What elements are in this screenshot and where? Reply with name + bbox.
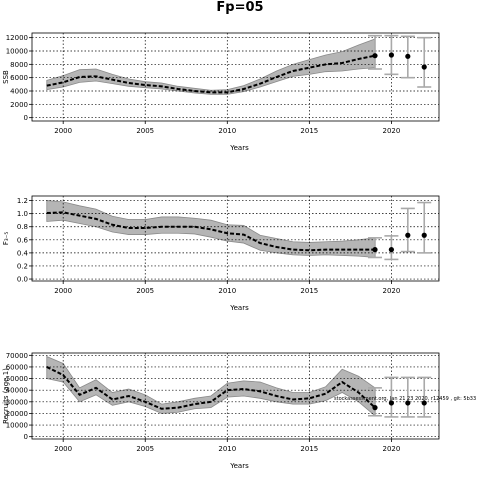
y-tick-label: 0.4: [17, 249, 29, 257]
chart-panel-3: 2000 2005 2010 2015 2020 0 10000 20000 30000 4000…: [2, 352, 476, 470]
x-tick-label: 2005: [136, 445, 154, 453]
x-tick-label: 2000: [54, 445, 72, 453]
y-tick-label: 10000: [6, 48, 28, 56]
x-tick-label: 2020: [382, 127, 400, 135]
forecast-point: [421, 400, 427, 406]
axes-frame: [31, 195, 440, 282]
chart-panel-1: 2000 2005 2010 2015 2020 0 2000 4000 6000 8000 100…: [2, 32, 440, 152]
y-axis-label: Recruits (age 1): [2, 368, 10, 424]
x-tick-label: 2015: [300, 287, 318, 295]
y-tick-label: 4000: [10, 88, 28, 96]
estimate-line: [46, 211, 375, 252]
x-tick-label: 2010: [218, 445, 236, 453]
y-tick-label: 12000: [6, 34, 28, 42]
y-tick-label: 40000: [6, 387, 28, 395]
x-tick-label: 2005: [136, 287, 154, 295]
forecast-point: [372, 53, 378, 59]
y-tick-label: 0: [24, 114, 28, 122]
y-tick-label: 30000: [6, 398, 28, 406]
forecast-point: [405, 53, 411, 59]
x-tick-label: 2015: [300, 445, 318, 453]
chart-panel-2: 2000 2005 2010 2015 2020 0.0 0.2 0.4 0.6 0.8 1.0 1.…: [2, 195, 440, 312]
x-axis-label: Years: [229, 304, 249, 312]
axes-frame: [31, 352, 440, 440]
forecast-point: [421, 232, 427, 238]
axes-frame: [31, 32, 440, 122]
y-tick-label: 0.6: [17, 236, 29, 244]
y-tick-label: 0.2: [17, 262, 28, 270]
confidence-band: [46, 355, 376, 417]
forecast-point: [372, 247, 378, 253]
y-tick-label: 0.8: [17, 223, 28, 231]
y-tick-label: 70000: [6, 352, 28, 360]
x-tick-label: 2000: [54, 287, 72, 295]
forecast-point: [372, 405, 378, 411]
x-tick-label: 2010: [218, 127, 236, 135]
y-tick-label: 50000: [6, 375, 28, 383]
forecast-point: [421, 64, 427, 70]
y-tick-label: 2000: [10, 101, 28, 109]
forecast-point: [388, 247, 395, 253]
x-tick-label: 2020: [382, 287, 400, 295]
y-tick-label: 20000: [6, 410, 28, 418]
x-tick-label: 2005: [136, 127, 154, 135]
confidence-band: [46, 38, 376, 95]
y-axis-label: SSB: [2, 70, 10, 84]
estimate-line: [46, 366, 376, 410]
forecast-point: [405, 400, 411, 406]
stamp-annotation: stockassessment.org, Jan 21 23 2020, r12…: [334, 396, 476, 402]
y-axis-label: F₃₋₅: [2, 232, 10, 246]
figure-title: Fp=05: [216, 0, 264, 15]
y-tick-label: 0.0: [17, 276, 28, 284]
y-tick-label: 8000: [10, 61, 28, 69]
x-axis-label: Years: [229, 462, 249, 470]
forecast-point: [388, 400, 395, 406]
y-tick-label: 60000: [6, 363, 28, 371]
forecast-point: [388, 52, 395, 58]
x-tick-label: 2015: [300, 127, 318, 135]
x-tick-label: 2020: [382, 445, 400, 453]
y-tick-label: 1.2: [17, 197, 28, 205]
forecast-point: [405, 232, 411, 238]
estimate-line: [46, 54, 376, 94]
x-axis-label: Years: [229, 144, 249, 152]
y-tick-label: 1.0: [17, 210, 28, 218]
y-tick-label: 6000: [10, 74, 28, 82]
y-tick-label: 10000: [6, 422, 28, 430]
x-tick-label: 2000: [54, 127, 72, 135]
x-tick-label: 2010: [218, 287, 236, 295]
y-tick-label: 0: [24, 433, 28, 441]
